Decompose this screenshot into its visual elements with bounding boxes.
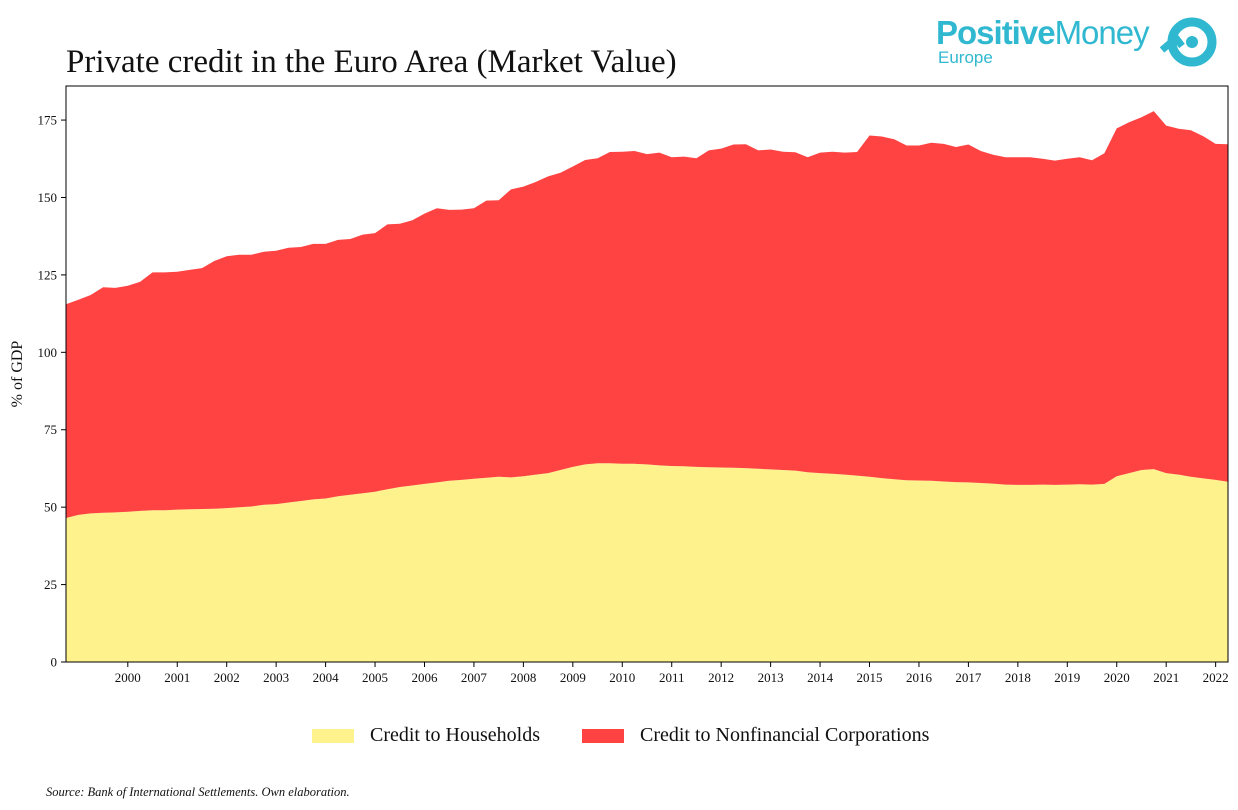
x-tick-label: 2017 [955, 670, 982, 685]
y-tick-label: 50 [44, 500, 57, 515]
logo-subtitle: Europe [938, 48, 993, 67]
y-tick-label: 125 [38, 267, 58, 282]
x-tick-label: 2009 [560, 670, 586, 685]
legend: Credit to Households Credit to Nonfinanc… [312, 724, 971, 747]
x-tick-label: 2003 [263, 670, 289, 685]
x-tick-label: 2007 [461, 670, 488, 685]
x-tick-label: 2014 [807, 670, 834, 685]
y-tick-label: 175 [38, 113, 58, 128]
x-tick-label: 2008 [510, 670, 536, 685]
y-tick-label: 0 [51, 655, 58, 670]
x-tick-label: 2011 [659, 670, 685, 685]
positive-money-logo-icon [1160, 17, 1217, 67]
chart-title: Private credit in the Euro Area (Market … [66, 44, 677, 80]
x-tick-label: 2018 [1005, 670, 1031, 685]
legend-label-households: Credit to Households [370, 724, 540, 746]
x-tick-label: 2001 [164, 670, 190, 685]
y-axis-label: % of GDP [9, 341, 26, 408]
logo-wordmark-regular: Money [1054, 14, 1150, 51]
legend-swatch-corporations [582, 728, 624, 743]
y-tick-label: 100 [38, 345, 58, 360]
area-credit-to-nonfinancial-corporations [66, 111, 1228, 518]
y-tick-label: 25 [44, 577, 57, 592]
x-tick-label: 2006 [411, 670, 438, 685]
legend-label-corporations: Credit to Nonfinancial Corporations [640, 724, 930, 746]
x-tick-label: 2004 [313, 670, 340, 685]
y-tick-label: 75 [44, 422, 57, 437]
x-tick-label: 2019 [1054, 670, 1080, 685]
logo-wordmark: PositiveMoney [936, 14, 1150, 52]
x-tick-label: 2002 [214, 670, 240, 685]
positive-money-logo: PositiveMoney Europe [936, 14, 1226, 74]
x-tick-label: 2013 [758, 670, 784, 685]
x-tick-label: 2010 [609, 670, 635, 685]
plot-frame [65, 85, 1229, 663]
legend-item-corporations: Credit to Nonfinancial Corporations [582, 724, 929, 747]
x-tick-label: 2020 [1104, 670, 1130, 685]
x-tick-label: 2005 [362, 670, 388, 685]
x-tick-label: 2015 [857, 670, 883, 685]
logo-wordmark-bold: Positive [936, 14, 1056, 51]
x-tick-label: 2012 [708, 670, 734, 685]
x-tick-label: 2000 [115, 670, 141, 685]
legend-swatch-households [312, 728, 354, 743]
area-credit-to-households [66, 463, 1228, 662]
legend-item-households: Credit to Households [312, 724, 540, 747]
x-tick-label: 2022 [1203, 670, 1229, 685]
x-tick-label: 2021 [1153, 670, 1179, 685]
source-note: Source: Bank of International Settlement… [46, 785, 350, 799]
y-tick-label: 150 [38, 190, 58, 205]
x-tick-label: 2016 [906, 670, 933, 685]
